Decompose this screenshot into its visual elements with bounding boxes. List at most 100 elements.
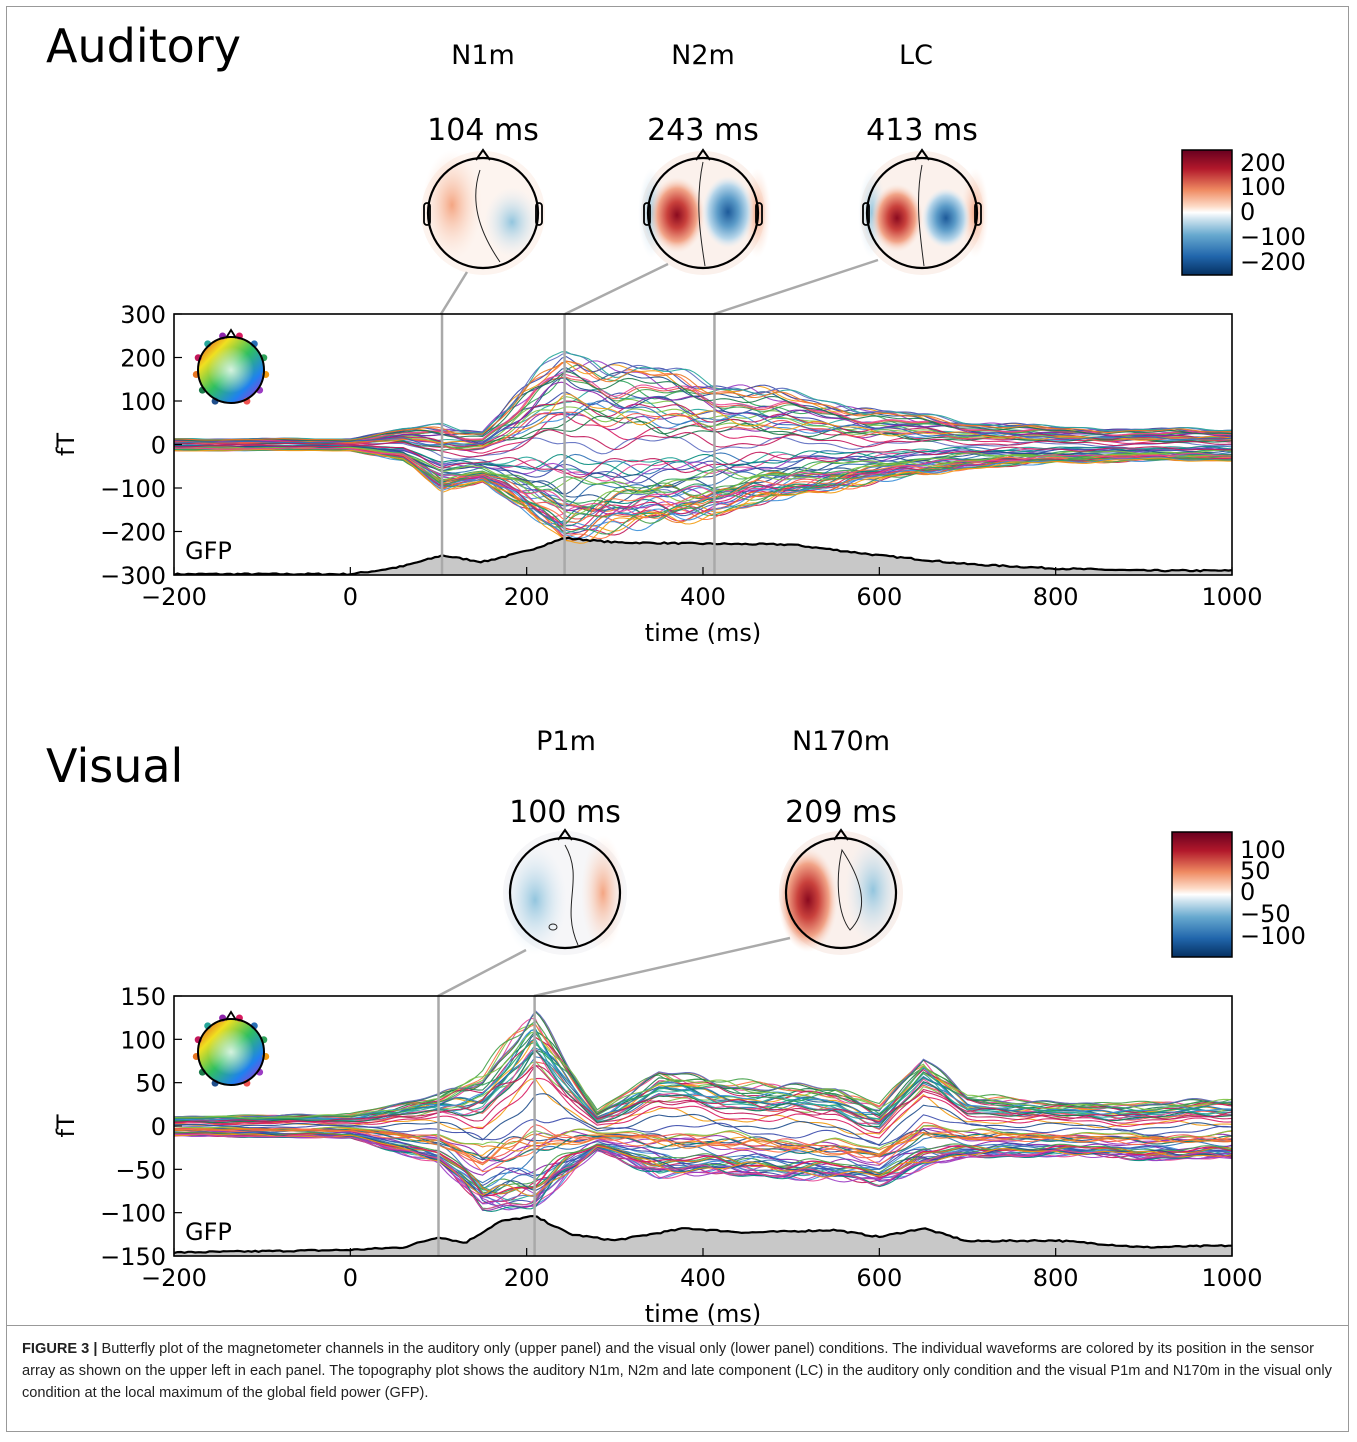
- channel-waveform: [174, 1114, 1232, 1147]
- channel-waveform: [174, 448, 1232, 531]
- y-tick-label: 100: [120, 388, 166, 416]
- figure-canvas: Auditory N1m 104 ms N2m 243 ms: [46, 19, 1306, 1325]
- x-tick-label: −200: [141, 1264, 207, 1292]
- connector-p1m: [437, 948, 527, 998]
- contour-line: [837, 848, 863, 931]
- topomap-n1m: N1m 104 ms: [421, 40, 545, 275]
- x-axis-label: time (ms): [645, 619, 761, 647]
- y-tick-label: 300: [120, 301, 166, 329]
- right-ear: [755, 202, 763, 226]
- right-ear: [535, 202, 543, 226]
- contour-line: [475, 169, 501, 263]
- y-tick-label: 0: [151, 1113, 166, 1141]
- caption-separator: [6, 1325, 1349, 1326]
- channel-waveform: [174, 448, 1232, 544]
- head-outline: [646, 156, 760, 270]
- channel-waveform: [174, 445, 1232, 495]
- positive-field: [422, 150, 482, 260]
- y-tick-label: 0: [151, 432, 166, 460]
- x-tick-label: 200: [504, 1264, 550, 1292]
- y-tick-label: −300: [100, 562, 166, 590]
- negative-field: [845, 835, 901, 945]
- plot-area: [174, 996, 1232, 1256]
- channel-waveform: [174, 1128, 1232, 1173]
- nose: [914, 148, 930, 161]
- y-tick-label: −150: [100, 1243, 166, 1271]
- colorbar-tick: 200: [1240, 149, 1286, 177]
- left-ear: [423, 202, 431, 226]
- latency-label: 104 ms: [427, 113, 539, 148]
- positive-field: [871, 184, 923, 252]
- x-tick-label: 400: [680, 583, 726, 611]
- auditory-panel: Auditory N1m 104 ms N2m 243 ms: [46, 19, 1306, 647]
- channel-waveform: [174, 1133, 1232, 1197]
- connector-lc: [713, 258, 879, 316]
- nose: [225, 1010, 237, 1021]
- channel-waveform: [174, 1064, 1232, 1124]
- x-tick-label: 200: [504, 583, 550, 611]
- channel-waveform: [174, 1133, 1232, 1210]
- colorbar-tick: −50: [1240, 900, 1291, 928]
- topomap-n2m: N2m 243 ms: [638, 40, 771, 275]
- channel-waveform: [174, 447, 1232, 515]
- y-tick-label: 100: [120, 1026, 166, 1054]
- positive-field: [649, 177, 705, 253]
- colorbar-tick: 0: [1240, 878, 1255, 906]
- nose: [557, 828, 573, 841]
- contour-line: [917, 164, 925, 267]
- connector-n1m: [439, 271, 469, 315]
- channel-waveform: [174, 1050, 1232, 1127]
- y-tick-label: 200: [120, 345, 166, 373]
- topomap-p1m: P1m 100 ms: [503, 726, 627, 955]
- y-axis-label: fT: [52, 1114, 80, 1137]
- channel-waveform: [174, 360, 1232, 441]
- y-tick-label: −100: [100, 1200, 166, 1228]
- head-outline: [197, 1018, 265, 1086]
- channel-waveform: [174, 393, 1232, 447]
- gfp-label: GFP: [185, 1218, 232, 1246]
- sensor-center-glow: [207, 346, 255, 394]
- topomap-n170m: N170m 209 ms: [778, 726, 903, 955]
- x-tick-label: −200: [141, 583, 207, 611]
- latency-label: 243 ms: [647, 113, 759, 148]
- channel-waveform: [174, 1030, 1232, 1119]
- colorbar-tick: −200: [1240, 248, 1306, 276]
- latency-label: 100 ms: [509, 795, 621, 830]
- sensor-layout-inset: [192, 1010, 270, 1087]
- component-label: P1m: [536, 726, 596, 757]
- channel-waveform: [174, 1128, 1232, 1166]
- head-outline: [197, 336, 265, 404]
- colorbar-tick: 0: [1240, 198, 1255, 226]
- channel-waveform: [174, 447, 1232, 512]
- channel-waveform: [174, 1127, 1232, 1156]
- y-tick-label: −50: [115, 1156, 166, 1184]
- panel-title: Visual: [46, 739, 183, 793]
- negative-field: [702, 176, 754, 248]
- connector-n170m: [533, 936, 791, 998]
- channel-waveform: [174, 436, 1232, 460]
- latency-label: 413 ms: [866, 113, 978, 148]
- component-label: N2m: [671, 40, 735, 71]
- x-tick-label: 0: [343, 583, 358, 611]
- channel-waveform: [174, 1131, 1232, 1194]
- nose: [225, 328, 237, 339]
- channel-waveform: [174, 1130, 1232, 1184]
- sensor-layout-inset: [192, 328, 270, 405]
- colorbar-gradient: [1181, 149, 1233, 276]
- colorbar-tick: −100: [1240, 223, 1306, 251]
- gfp-label: GFP: [185, 537, 232, 565]
- positive-field: [581, 835, 625, 951]
- nose: [475, 148, 491, 161]
- x-tick-label: 600: [856, 583, 902, 611]
- x-tick-label: 1000: [1201, 1264, 1262, 1292]
- component-label: N170m: [792, 726, 890, 757]
- head-outline: [865, 156, 979, 270]
- x-tick-label: 400: [680, 1264, 726, 1292]
- channel-waveform: [174, 429, 1232, 458]
- x-tick-label: 600: [856, 1264, 902, 1292]
- component-label: LC: [899, 40, 933, 71]
- nose: [695, 148, 711, 161]
- channel-waveform: [174, 446, 1232, 494]
- colorbar-tick: 50: [1240, 857, 1271, 885]
- x-axis-label: time (ms): [645, 1300, 761, 1325]
